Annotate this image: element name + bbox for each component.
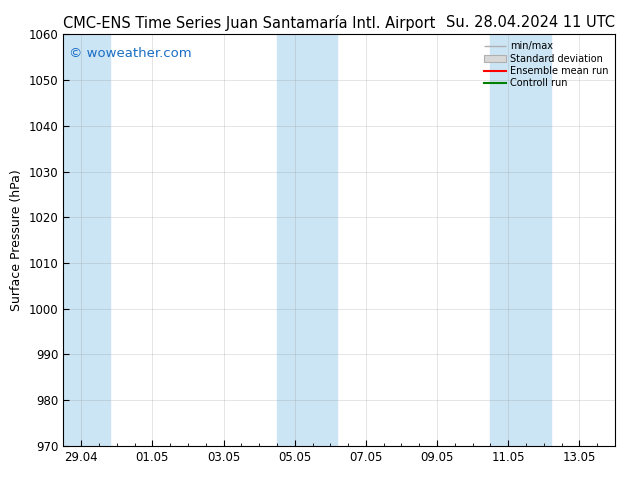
Text: © woweather.com: © woweather.com (69, 47, 191, 60)
Bar (63, 34, 110, 446)
Bar (277, 34, 337, 446)
Text: Su. 28.04.2024 11 UTC: Su. 28.04.2024 11 UTC (446, 15, 615, 30)
Title: CMC-ENS Time Series Juan Santamaría Intl. Airport     Su. 28.04.2024 11 UTC: CMC-ENS Time Series Juan Santamaría Intl… (0, 489, 1, 490)
Text: CMC-ENS Time Series Juan Santamaría Intl. Airport: CMC-ENS Time Series Juan Santamaría Intl… (63, 15, 436, 31)
Bar (491, 34, 551, 446)
Y-axis label: Surface Pressure (hPa): Surface Pressure (hPa) (10, 169, 23, 311)
Legend: min/max, Standard deviation, Ensemble mean run, Controll run: min/max, Standard deviation, Ensemble me… (482, 39, 610, 90)
